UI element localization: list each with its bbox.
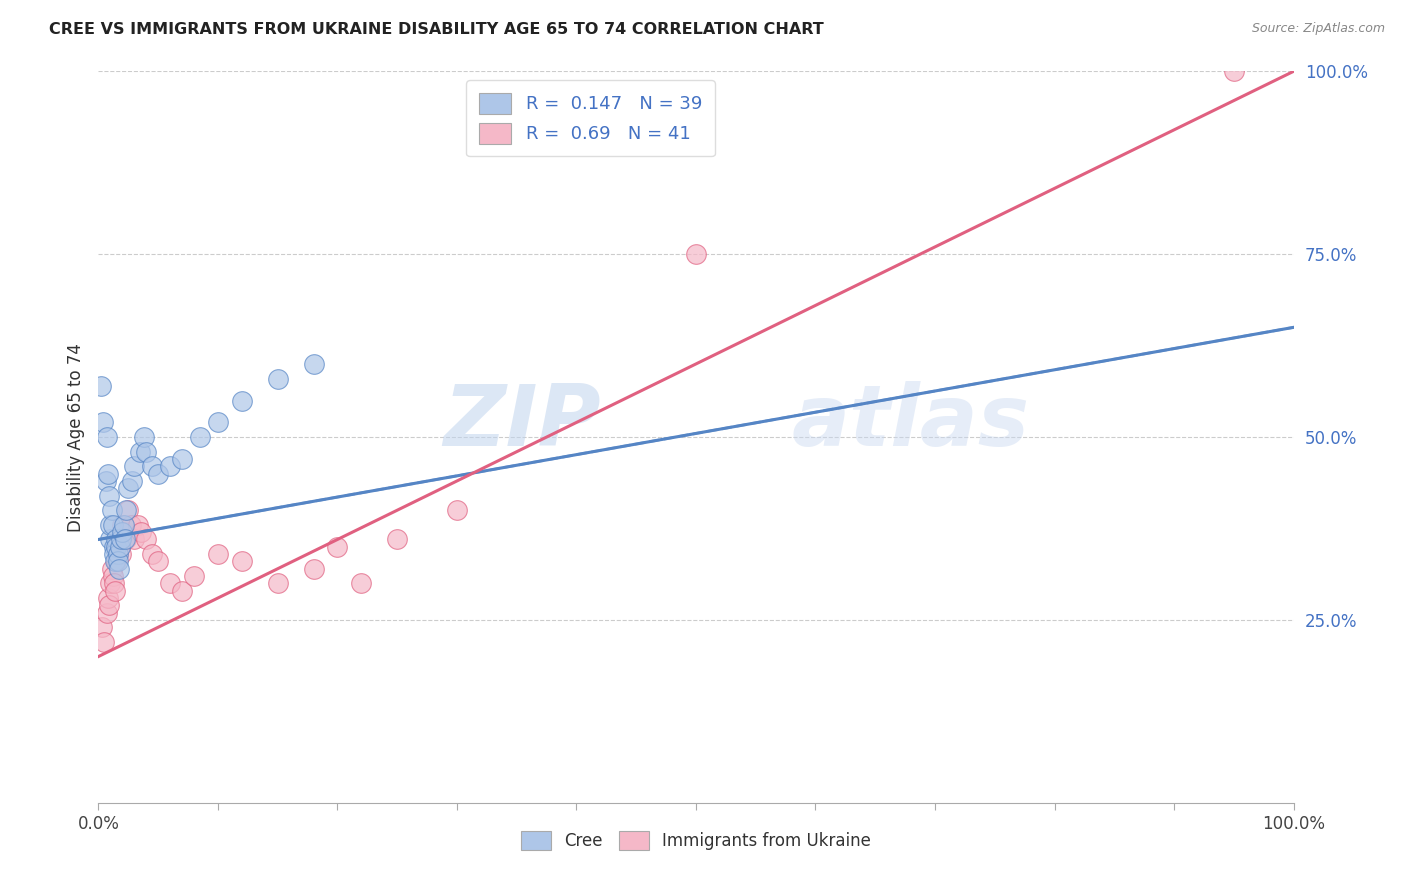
Point [120,517,142,532]
Point [107,547,129,561]
Point [90,379,112,393]
Point [231,393,253,408]
Point [105,533,128,547]
Point [207,547,229,561]
Point [98,489,121,503]
Point [104,583,127,598]
Point [159,576,181,591]
Y-axis label: Disability Age 65 to 74: Disability Age 65 to 74 [66,343,84,532]
Point [105,540,128,554]
Point [103,540,125,554]
Point [97,591,120,605]
Point [107,562,129,576]
Point [98,533,122,547]
Point [101,517,124,532]
Point [107,533,129,547]
Point [141,459,163,474]
Point [98,599,121,613]
Point [100,562,122,576]
Point [96,606,118,620]
Point [105,554,128,568]
Point [159,459,181,474]
Text: ZIP: ZIP [443,381,600,464]
Point [183,569,205,583]
Point [685,247,707,261]
Point [326,540,349,554]
Point [96,430,118,444]
Point [103,576,125,591]
Point [101,569,124,583]
Point [124,533,146,547]
Point [114,533,136,547]
Point [267,576,290,591]
Point [104,554,127,568]
Point [111,525,134,540]
Point [188,430,211,444]
Point [385,533,409,547]
Point [108,540,131,554]
Point [110,533,132,547]
Point [446,503,468,517]
Point [302,562,325,576]
Text: CREE VS IMMIGRANTS FROM UKRAINE DISABILITY AGE 65 TO 74 CORRELATION CHART: CREE VS IMMIGRANTS FROM UKRAINE DISABILI… [49,22,824,37]
Point [111,517,134,532]
Point [231,554,253,568]
Point [97,467,120,481]
Point [114,525,136,540]
Point [117,503,139,517]
Point [98,576,122,591]
Point [107,547,129,561]
Point [98,517,122,532]
Point [105,540,128,554]
Point [1223,64,1246,78]
Point [350,576,373,591]
Point [302,357,325,371]
Text: Source: ZipAtlas.com: Source: ZipAtlas.com [1251,22,1385,36]
Point [207,416,229,430]
Point [148,467,170,481]
Point [93,635,115,649]
Point [108,540,131,554]
Point [103,547,125,561]
Point [121,474,143,488]
Point [127,517,149,532]
Point [141,547,163,561]
Point [135,533,157,547]
Point [172,452,194,467]
Point [91,620,114,634]
Point [129,444,152,458]
Point [94,474,117,488]
Legend: Cree, Immigrants from Ukraine: Cree, Immigrants from Ukraine [515,824,877,856]
Point [115,503,138,517]
Point [91,416,114,430]
Point [112,517,135,532]
Point [107,554,129,568]
Point [117,481,139,495]
Point [135,444,157,458]
Point [124,459,146,474]
Point [267,371,290,385]
Text: atlas: atlas [792,381,1029,464]
Point [131,525,153,540]
Point [148,554,170,568]
Point [110,547,132,561]
Point [115,533,138,547]
Point [100,503,122,517]
Point [172,583,194,598]
Point [132,430,155,444]
Point [112,533,135,547]
